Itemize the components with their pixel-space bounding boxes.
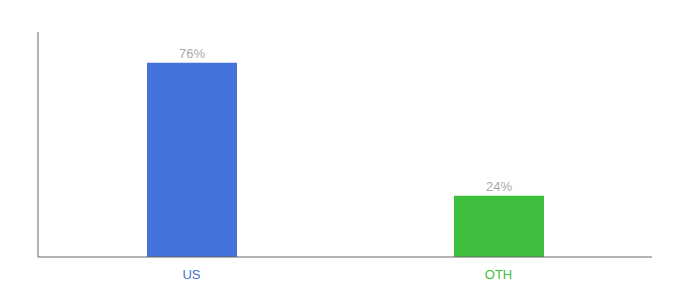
svg-text:76%: 76% — [179, 46, 205, 61]
svg-text:24%: 24% — [486, 179, 512, 194]
svg-text:US: US — [182, 267, 200, 282]
svg-text:OTH: OTH — [485, 267, 512, 282]
